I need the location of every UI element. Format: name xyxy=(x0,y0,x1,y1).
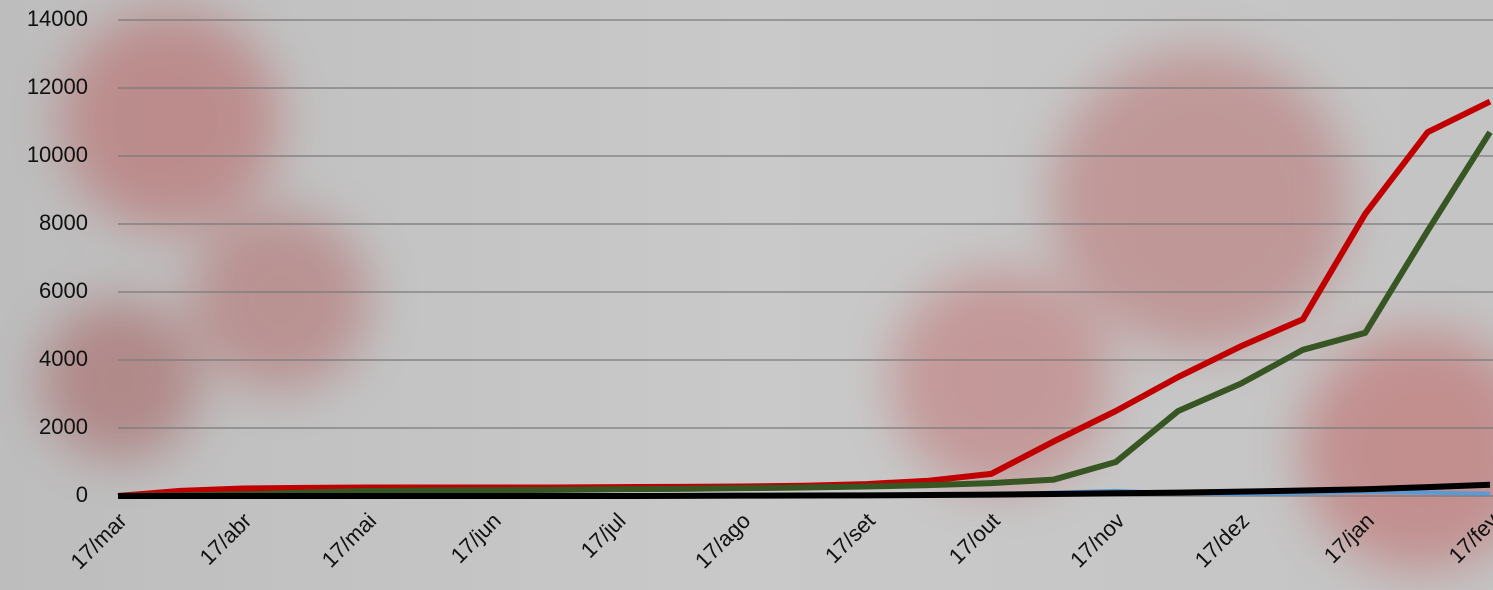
series-line xyxy=(118,481,1491,499)
y-tick-label: 12000 xyxy=(27,74,88,99)
y-tick-label: 8000 xyxy=(39,210,88,235)
y-tick-label: 0 xyxy=(76,482,88,507)
y-tick-label: 6000 xyxy=(39,278,88,303)
y-tick-label: 14000 xyxy=(27,6,88,31)
background-decoration xyxy=(40,10,1493,570)
y-tick-label: 2000 xyxy=(39,414,88,439)
y-tick-label: 4000 xyxy=(39,346,88,371)
series-line xyxy=(117,130,1493,499)
y-tick-label: 10000 xyxy=(27,142,88,167)
